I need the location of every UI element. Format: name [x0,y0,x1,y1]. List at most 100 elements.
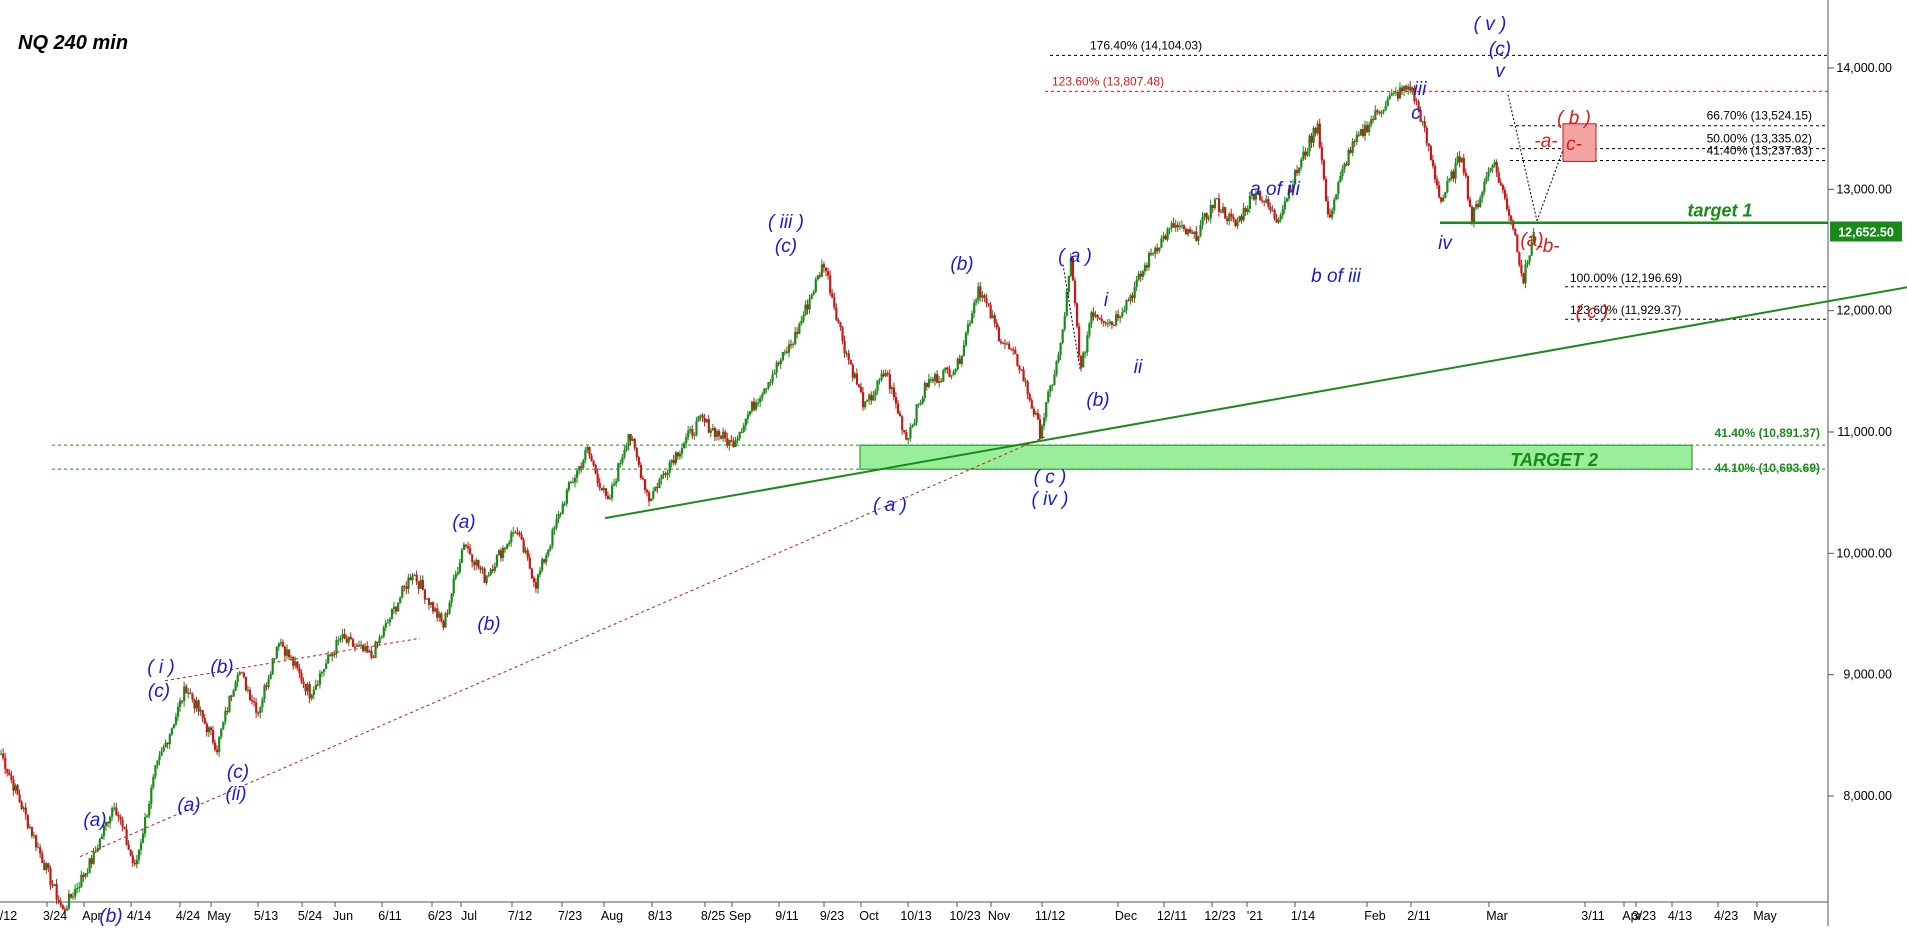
candle-body [557,514,560,520]
candle-body [1339,176,1342,183]
candle-body [1386,98,1389,106]
candle-body [1361,129,1365,136]
candle-body [1121,312,1124,317]
candle-body [1016,353,1019,366]
candle-body [1176,224,1179,228]
candle-body [526,550,529,558]
candle-body [931,379,935,382]
candle-body [1289,189,1293,193]
candle-body [600,487,603,491]
candle-body [561,503,564,514]
candle-body [1275,218,1278,223]
candle-body [824,267,828,272]
candle-body [1137,273,1140,280]
candle-body [51,884,54,886]
candle-body [1088,323,1091,336]
price-tick-label: 12,000.00 [1836,304,1892,318]
candle-body [1182,225,1186,229]
candle-body [1215,198,1219,200]
candle-body [39,847,42,854]
candle-body [1110,321,1114,325]
candle-body [1248,196,1251,209]
candle-body [156,760,159,766]
candle-body [469,548,472,555]
candle-body [1487,171,1490,177]
candle-body [742,425,745,432]
candle-body [473,562,476,566]
candle-body [501,547,505,559]
candle-body [90,858,93,864]
candle-body [1403,85,1406,91]
candle-body [1115,314,1118,326]
candle-body [899,413,902,417]
candle-body [1477,204,1480,207]
candle-body [1316,123,1319,134]
fib-level-label: 123.60% (13,807.48) [1052,74,1164,88]
candle-body [335,640,338,655]
candle-body [1086,335,1089,353]
candle-body [467,546,470,549]
wave-label: ( b ) [1557,108,1591,129]
candle-body [648,492,651,502]
candle-body [639,464,643,479]
candle-body [397,603,400,612]
candle-body [528,557,531,569]
candle-body [514,532,517,534]
candle-body [580,466,583,468]
candle-body [621,457,624,464]
candle-body [1530,241,1533,256]
candle-body [666,472,669,476]
candle-body [1234,219,1237,227]
candle-body [1051,384,1054,387]
candle-body [1415,101,1418,103]
wave-label: ii [1134,357,1143,378]
candle-body [261,699,264,708]
candle-body [1440,197,1443,202]
candle-body [678,453,682,457]
candle-body [35,835,38,848]
candle-body [685,437,688,444]
wave-label: ( v ) [1474,14,1507,35]
candle-body [1193,231,1196,234]
candle-body [851,364,854,378]
candle-body [553,527,556,530]
time-tick-label: Jun [333,909,353,923]
candle-body [845,353,848,355]
candle-body [800,320,803,324]
candle-body [207,727,211,733]
candle-body [1324,178,1328,202]
candle-body [1464,172,1467,176]
candle-body [1131,295,1134,299]
candle-body [864,401,867,408]
candle-body [586,446,589,451]
time-tick-label: '21 [1247,909,1263,923]
candle-body [748,410,752,415]
time-tick-label: 8/13 [648,909,672,923]
candle-body [559,513,562,515]
candle-body [489,569,492,575]
candle-body [1326,201,1330,215]
candle-body [1372,119,1375,121]
candle-body [1312,127,1315,143]
candle-body [853,373,856,378]
candle-body [1503,190,1507,199]
candle-body [886,372,889,375]
candle-body [1394,92,1398,94]
time-tick-label: Aug [601,909,623,923]
candle-body [582,460,585,468]
candle-body [59,901,62,906]
candle-body [1213,199,1216,209]
candle-body [1300,159,1303,168]
candle-body [251,700,254,702]
candle-body [220,729,223,737]
candle-body [429,602,433,605]
candle-body [592,460,595,466]
candle-body [146,815,149,818]
candle-body [170,728,173,735]
candle-body [283,646,287,656]
candle-body [1331,210,1334,218]
candle-body [543,559,546,563]
candle-body [92,851,95,864]
candle-body [565,489,568,504]
candle-body [573,477,577,483]
